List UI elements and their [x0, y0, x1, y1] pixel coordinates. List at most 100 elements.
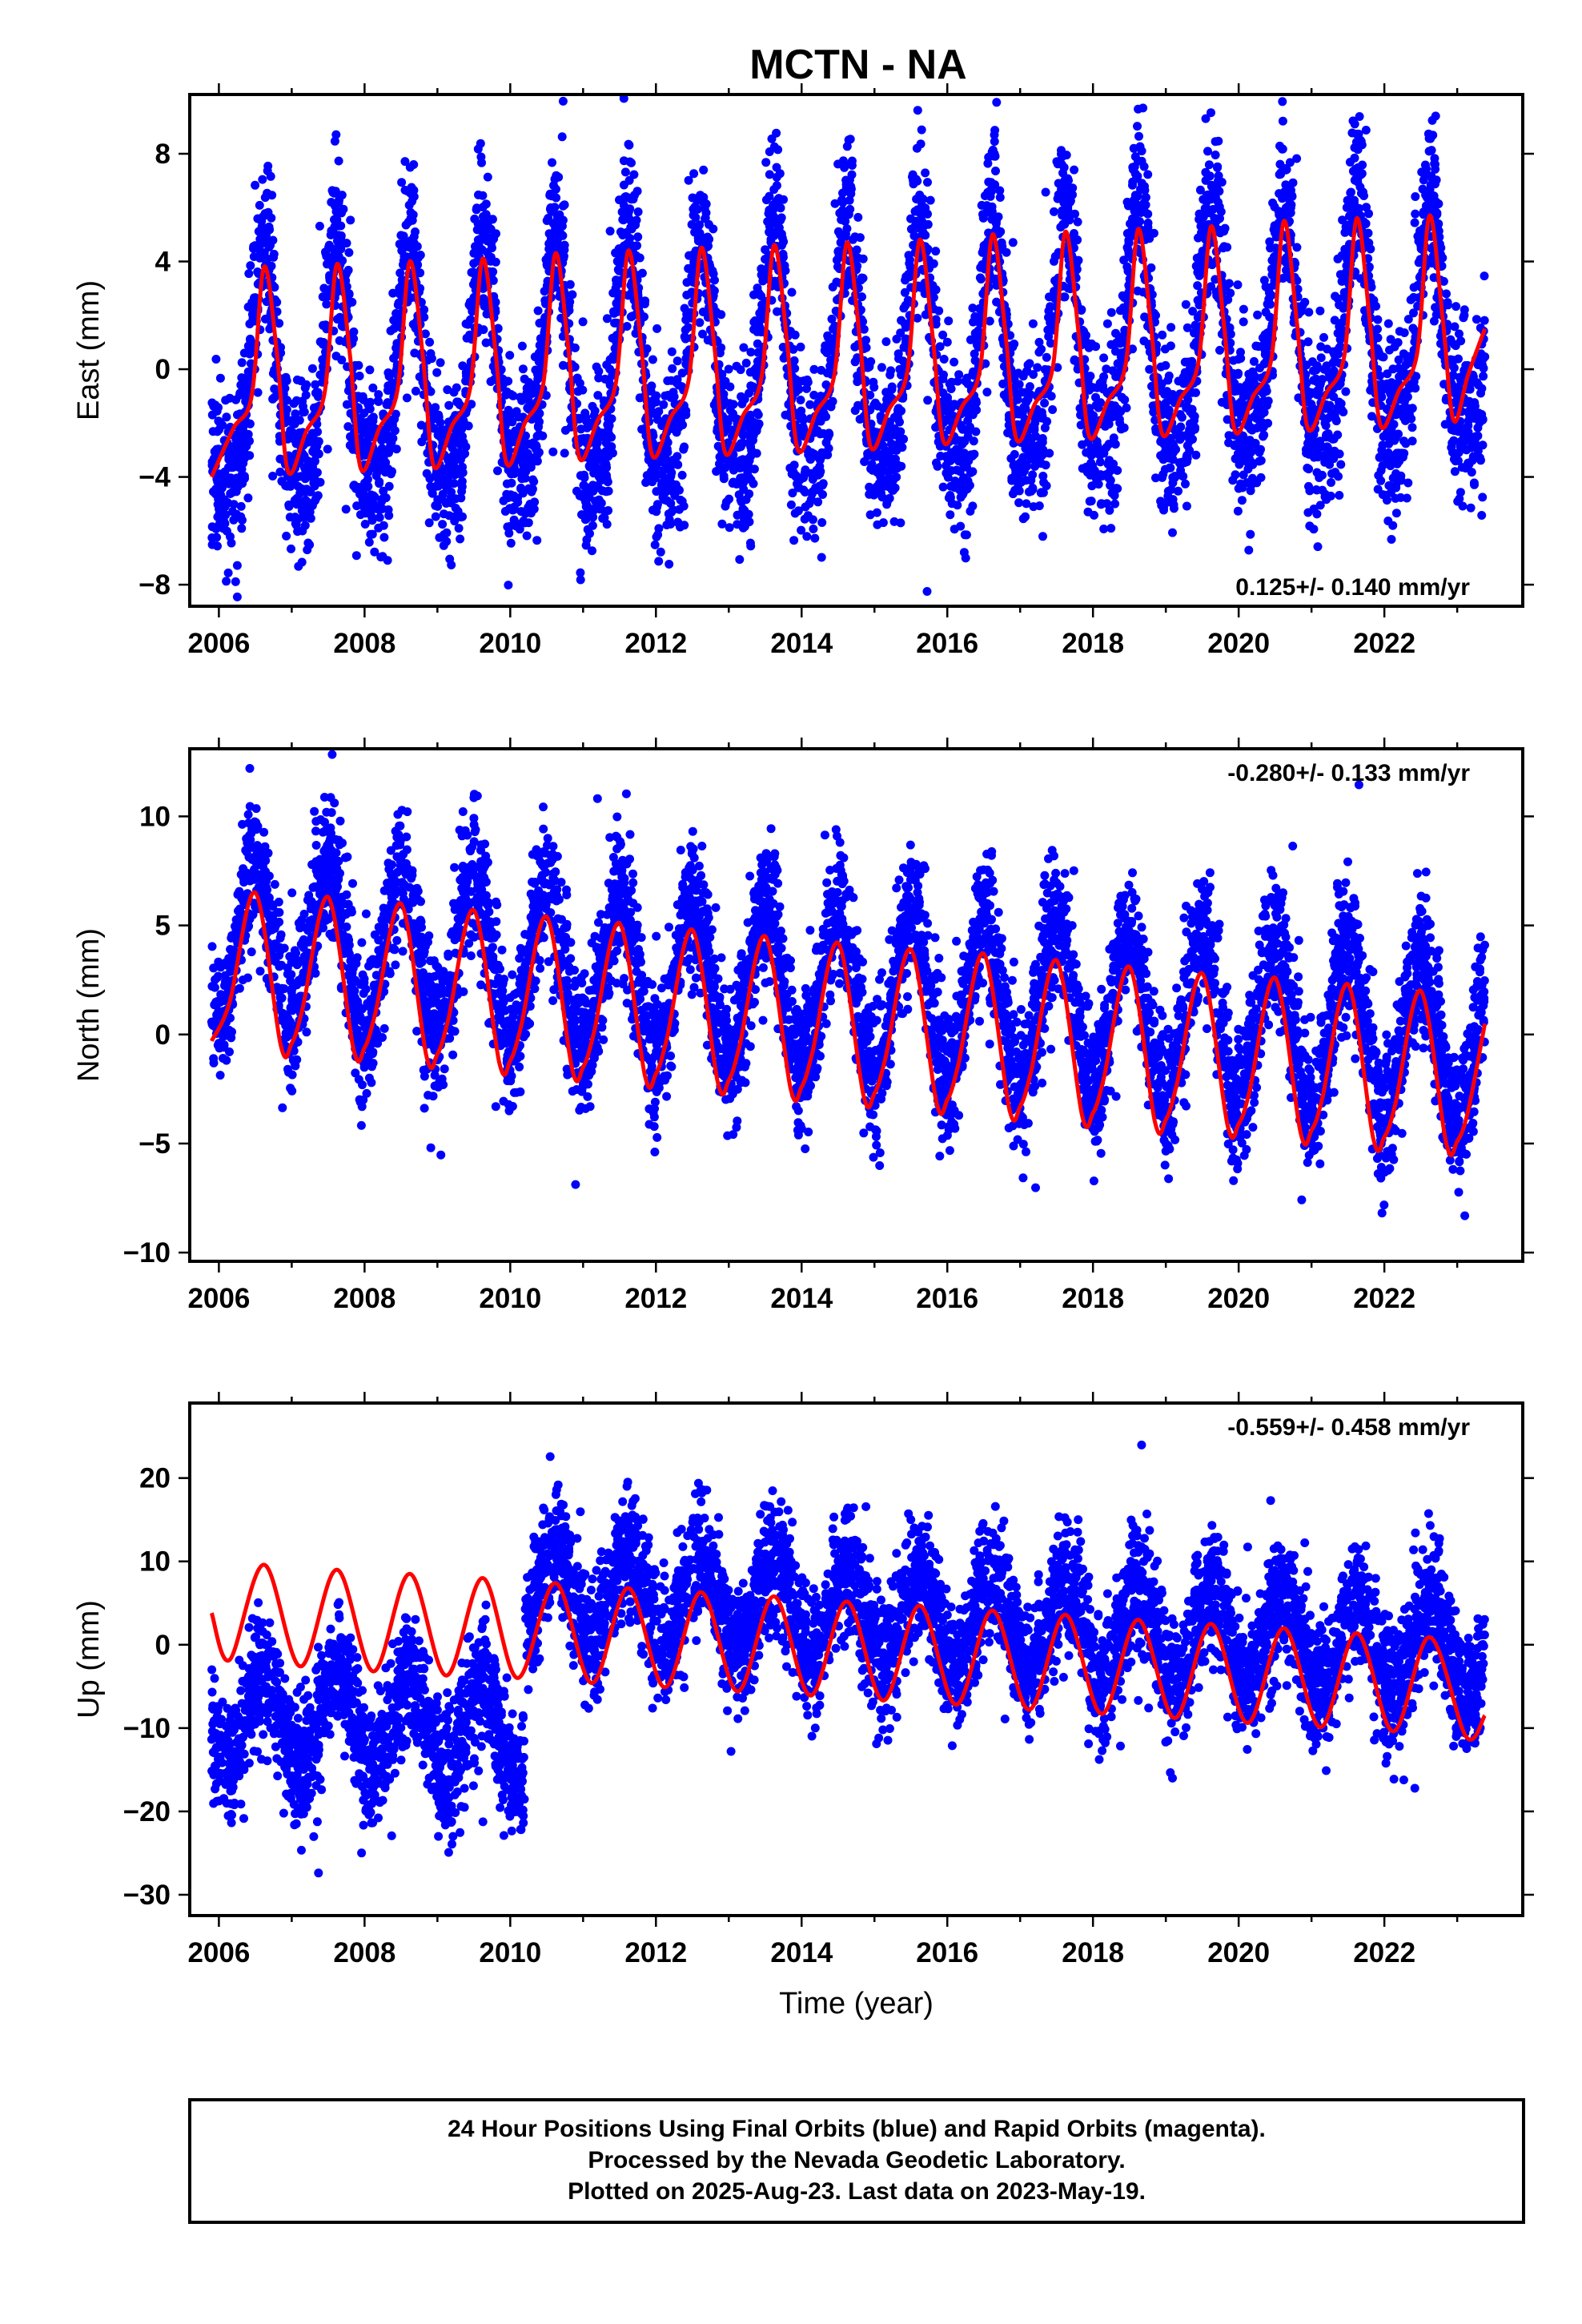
observation-point: [602, 314, 612, 324]
observation-point: [593, 391, 603, 400]
observation-point: [1026, 476, 1036, 485]
observation-point: [870, 398, 880, 408]
observation-point: [420, 305, 429, 315]
observation-point: [853, 212, 863, 222]
observation-point: [1021, 396, 1030, 406]
observation-point: [215, 373, 225, 383]
observation-point: [291, 409, 300, 419]
observation-point: [626, 223, 636, 232]
observation-point: [425, 337, 435, 347]
observation-point: [847, 161, 857, 170]
observation-point: [664, 509, 673, 519]
observation-point: [1449, 436, 1459, 445]
observation-point: [659, 400, 669, 409]
observation-point: [710, 275, 719, 285]
observation-point: [578, 317, 588, 327]
observation-point: [921, 168, 930, 178]
observation-point: [684, 175, 693, 185]
observation-point: [1053, 159, 1062, 169]
observation-point: [306, 487, 315, 497]
observation-point: [397, 178, 407, 187]
observation-point: [1391, 509, 1401, 518]
observation-point: [837, 195, 846, 205]
observation-point: [673, 518, 683, 528]
observation-point: [1307, 357, 1317, 367]
observation-point: [377, 494, 387, 504]
observation-point: [391, 308, 401, 318]
observation-point: [809, 364, 819, 374]
observation-point: [652, 324, 662, 333]
observation-point: [297, 557, 307, 567]
observation-point: [790, 330, 800, 340]
observation-point: [1265, 237, 1275, 247]
observation-point: [374, 464, 383, 473]
observation-point: [1383, 379, 1392, 388]
observation-point: [311, 380, 320, 389]
observation-point: [253, 388, 263, 397]
observation-point: [693, 222, 703, 231]
observation-point: [1175, 435, 1185, 444]
observation-point: [830, 199, 840, 208]
observation-point: [1166, 323, 1176, 332]
observation-point: [809, 525, 818, 533]
observation-point: [334, 231, 343, 240]
observation-point: [982, 388, 992, 397]
observation-point: [772, 128, 781, 138]
observation-point: [867, 462, 877, 472]
observation-point: [1095, 457, 1105, 467]
observation-point: [836, 238, 845, 247]
observation-point: [342, 400, 351, 409]
observation-point: [1283, 56, 1291, 65]
observation-point: [1326, 452, 1335, 462]
observation-point: [374, 390, 383, 400]
observation-point: [1393, 338, 1403, 348]
observation-point: [923, 178, 932, 187]
observation-point: [548, 158, 556, 167]
observation-point: [1388, 521, 1398, 530]
observation-point: [632, 215, 641, 225]
observation-point: [1453, 456, 1463, 465]
observation-point: [560, 448, 569, 458]
observation-point: [1314, 389, 1323, 399]
observation-point: [355, 372, 364, 380]
observation-point: [1318, 485, 1327, 495]
observation-point: [799, 473, 809, 483]
observation-point: [1323, 413, 1333, 423]
observation-point: [935, 342, 945, 352]
observation-point: [1427, 255, 1436, 264]
observation-point: [917, 125, 926, 135]
observation-point: [652, 391, 661, 400]
observation-point: [594, 495, 604, 505]
observation-point: [521, 508, 531, 517]
observation-point: [653, 415, 662, 424]
observation-point: [1106, 308, 1116, 317]
observation-point: [1124, 235, 1134, 245]
observation-point: [1311, 365, 1321, 375]
observation-point: [1427, 115, 1437, 125]
observation-point: [992, 98, 1002, 107]
observation-point: [576, 568, 585, 577]
observation-point: [375, 513, 384, 522]
observation-point: [1315, 501, 1325, 510]
observation-point: [845, 135, 855, 144]
observation-point: [553, 215, 563, 224]
observation-point: [1102, 364, 1111, 374]
observation-point: [251, 180, 260, 190]
observation-point: [773, 145, 783, 155]
observation-point: [1200, 203, 1210, 213]
observation-point: [1333, 328, 1343, 338]
observation-point: [773, 307, 781, 316]
observation-point: [1188, 307, 1198, 316]
observation-point: [1316, 353, 1326, 363]
observation-point: [1469, 478, 1479, 488]
observation-point: [789, 536, 799, 545]
observation-point: [408, 320, 418, 329]
observation-point: [1110, 499, 1120, 509]
observation-point: [802, 532, 812, 541]
observation-point: [691, 213, 701, 223]
observation-point: [318, 292, 327, 302]
observation-point: [850, 357, 860, 367]
observation-point: [1480, 271, 1489, 281]
observation-point: [815, 461, 825, 471]
observation-point: [349, 480, 359, 490]
